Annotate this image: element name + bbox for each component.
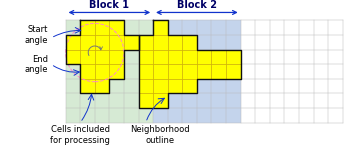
Bar [80,79,95,93]
Bar [109,20,124,35]
Bar [153,93,168,108]
Bar [226,50,241,64]
Bar [153,50,168,64]
Bar [211,50,226,64]
Bar [153,79,168,93]
Text: Neighborhood
outline: Neighborhood outline [131,126,190,145]
Bar [197,50,211,64]
Bar [80,50,95,64]
Bar [109,50,124,64]
Bar [153,20,241,123]
Bar [139,79,153,93]
Bar [153,35,168,50]
Bar [153,64,168,79]
Bar [95,20,109,35]
Bar [197,64,211,79]
Text: Start
angle: Start angle [25,25,48,45]
Bar [226,64,241,79]
Bar [139,50,153,64]
Bar [168,64,182,79]
Bar [182,35,197,50]
Text: Cells included
for processing: Cells included for processing [50,126,110,145]
Bar [153,20,168,35]
Text: Block 2: Block 2 [177,0,217,10]
Bar [80,35,95,50]
Bar [139,35,153,50]
Bar [95,79,109,93]
Bar [168,79,182,93]
Bar [182,50,197,64]
Bar [95,50,109,64]
Bar [211,64,226,79]
Bar [95,35,109,50]
Bar [66,35,80,50]
Bar [139,64,153,79]
Bar [66,50,80,64]
Bar [95,64,109,79]
Text: End
angle: End angle [25,55,48,74]
Bar [139,93,153,108]
Bar [168,35,182,50]
Bar [109,35,124,50]
Bar [66,20,153,123]
Bar [109,64,124,79]
Bar [182,79,197,93]
Text: Block 1: Block 1 [89,0,130,10]
Bar [124,35,139,50]
Bar [168,50,182,64]
Bar [80,64,95,79]
Bar [182,64,197,79]
Bar [80,20,95,35]
